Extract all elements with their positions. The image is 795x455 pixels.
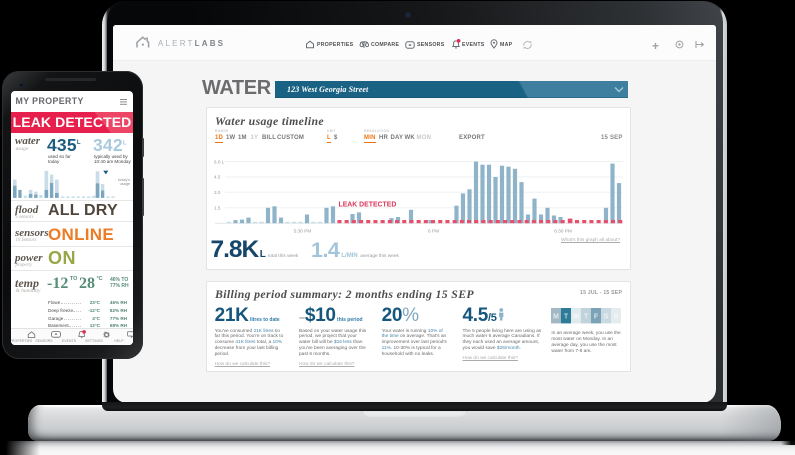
svg-text:6 PM: 6 PM bbox=[428, 229, 439, 235]
svg-text:LEAK DETECTED: LEAK DETECTED bbox=[339, 202, 397, 209]
svg-text:F: F bbox=[594, 314, 599, 321]
svg-text:1.5: 1.5 bbox=[214, 206, 221, 211]
svg-text:M: M bbox=[553, 314, 559, 321]
svg-text:6:30 PM: 6:30 PM bbox=[554, 229, 572, 235]
svg-text:S: S bbox=[614, 314, 619, 321]
svg-text:T: T bbox=[584, 314, 589, 321]
svg-text:S: S bbox=[604, 314, 609, 321]
svg-text:5:30 PM: 5:30 PM bbox=[294, 229, 312, 235]
svg-text:W: W bbox=[573, 314, 580, 321]
svg-text:T: T bbox=[564, 314, 569, 321]
svg-text:4.5: 4.5 bbox=[214, 175, 221, 180]
svg-text:3.0: 3.0 bbox=[214, 190, 221, 195]
svg-text:6.0 L: 6.0 L bbox=[214, 159, 225, 164]
